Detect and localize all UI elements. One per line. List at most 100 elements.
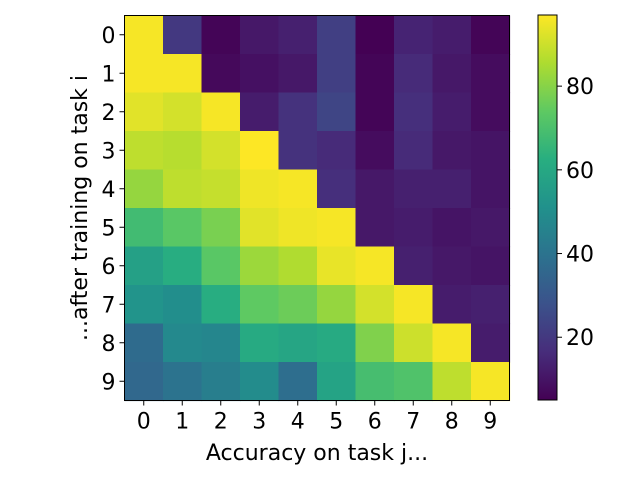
colorbar-tick-label: 60 (566, 159, 594, 184)
heatmap-cell-6-5 (317, 246, 357, 286)
heatmap-cell-7-9 (471, 285, 511, 325)
heatmap-cell-1-1 (163, 54, 203, 94)
heatmap-cell-6-8 (432, 246, 472, 286)
heatmap-cell-9-4 (278, 362, 318, 402)
y-tick-label: 1 (102, 62, 116, 87)
heatmap-cell-1-7 (394, 54, 434, 94)
y-axis-ticks: 0 1 2 3 4 5 6 7 8 9 (102, 24, 125, 395)
heatmap-cell-4-5 (317, 169, 357, 209)
heatmap-cell-5-0 (124, 208, 164, 248)
y-tick-label: 6 (102, 255, 116, 280)
heatmap-cell-8-0 (124, 323, 164, 363)
heatmap-cell-8-2 (201, 323, 241, 363)
heatmap-cell-0-5 (317, 15, 357, 55)
heatmap-cell-6-7 (394, 246, 434, 286)
heatmap-cell-7-3 (240, 285, 280, 325)
heatmap-cell-2-0 (124, 92, 164, 132)
heatmap-cell-0-1 (163, 15, 203, 55)
heatmap-cell-0-8 (432, 15, 472, 55)
y-tick-label: 8 (102, 332, 116, 357)
heatmap-cell-8-6 (355, 323, 395, 363)
heatmap-cell-1-9 (471, 54, 511, 94)
x-tick-label: 9 (483, 410, 497, 435)
plot-frame (124, 15, 510, 401)
heatmap-cell-2-2 (201, 92, 241, 132)
heatmap-cell-5-2 (201, 208, 241, 248)
heatmap-cell-1-6 (355, 54, 395, 94)
heatmap-cell-5-8 (432, 208, 472, 248)
heatmap-cell-4-1 (163, 169, 203, 209)
heatmap-cell-9-6 (355, 362, 395, 402)
heatmap-cell-4-6 (355, 169, 395, 209)
heatmap-cell-4-2 (201, 169, 241, 209)
heatmap-cell-8-3 (240, 323, 280, 363)
heatmap-cell-7-6 (355, 285, 395, 325)
heatmap-cell-5-5 (317, 208, 357, 248)
heatmap-cell-3-0 (124, 131, 164, 171)
heatmap-cell-2-4 (278, 92, 318, 132)
heatmap-cell-0-6 (355, 15, 395, 55)
heatmap-cell-3-1 (163, 131, 203, 171)
heatmap-cell-9-2 (201, 362, 241, 402)
heatmap-cell-7-4 (278, 285, 318, 325)
heatmap-cell-4-3 (240, 169, 280, 209)
heatmap-cell-5-6 (355, 208, 395, 248)
heatmap-cell-4-0 (124, 169, 164, 209)
heatmap-cell-3-5 (317, 131, 357, 171)
heatmap-cell-6-4 (278, 246, 318, 286)
heatmap-cell-2-8 (432, 92, 472, 132)
heatmap-cell-4-8 (432, 169, 472, 209)
heatmap-cell-3-2 (201, 131, 241, 171)
x-tick-label: 1 (175, 410, 189, 435)
x-tick-label: 7 (406, 410, 420, 435)
heatmap-cell-6-1 (163, 246, 203, 286)
heatmap-cell-0-9 (471, 15, 511, 55)
heatmap-cell-5-3 (240, 208, 280, 248)
heatmap-cell-7-0 (124, 285, 164, 325)
heatmap-cell-4-4 (278, 169, 318, 209)
heatmap-cell-8-8 (432, 323, 472, 363)
colorbar-tick-label: 40 (566, 243, 594, 268)
x-tick-label: 0 (137, 410, 151, 435)
heatmap-cell-7-1 (163, 285, 203, 325)
heatmap-cell-9-5 (317, 362, 357, 402)
heatmap-cell-3-8 (432, 131, 472, 171)
heatmap-cell-9-3 (240, 362, 280, 402)
heatmap-cell-2-7 (394, 92, 434, 132)
colorbar (537, 14, 558, 401)
y-tick-label: 3 (102, 139, 116, 164)
heatmap-cell-8-9 (471, 323, 511, 363)
heatmap-cell-1-4 (278, 54, 318, 94)
y-tick-label: 9 (102, 370, 116, 395)
heatmap-cell-3-4 (278, 131, 318, 171)
heatmap-cell-7-8 (432, 285, 472, 325)
heatmap-cell-9-1 (163, 362, 203, 402)
heatmap-cell-6-9 (471, 246, 511, 286)
x-tick-label: 6 (368, 410, 382, 435)
x-tick-label: 2 (214, 410, 228, 435)
heatmap-cells (124, 15, 511, 402)
y-tick-label: 5 (102, 216, 116, 241)
x-tick-label: 4 (291, 410, 305, 435)
heatmap-cell-2-1 (163, 92, 203, 132)
heatmap-cell-8-7 (394, 323, 434, 363)
x-tick-label: 8 (445, 410, 459, 435)
heatmap-cell-1-8 (432, 54, 472, 94)
colorbar-ticks: 20 40 60 80 (557, 75, 594, 351)
heatmap-cell-4-7 (394, 169, 434, 209)
y-tick-label: 0 (102, 24, 116, 49)
heatmap-cell-5-9 (471, 208, 511, 248)
heatmap-cell-1-3 (240, 54, 280, 94)
heatmap-cell-9-0 (124, 362, 164, 402)
heatmap-cell-6-2 (201, 246, 241, 286)
heatmap-cell-1-2 (201, 54, 241, 94)
heatmap-cell-5-1 (163, 208, 203, 248)
x-tick-label: 5 (329, 410, 343, 435)
heatmap-cell-3-7 (394, 131, 434, 171)
heatmap-cell-6-3 (240, 246, 280, 286)
y-tick-label: 2 (102, 101, 116, 126)
y-tick-label: 4 (102, 178, 116, 203)
